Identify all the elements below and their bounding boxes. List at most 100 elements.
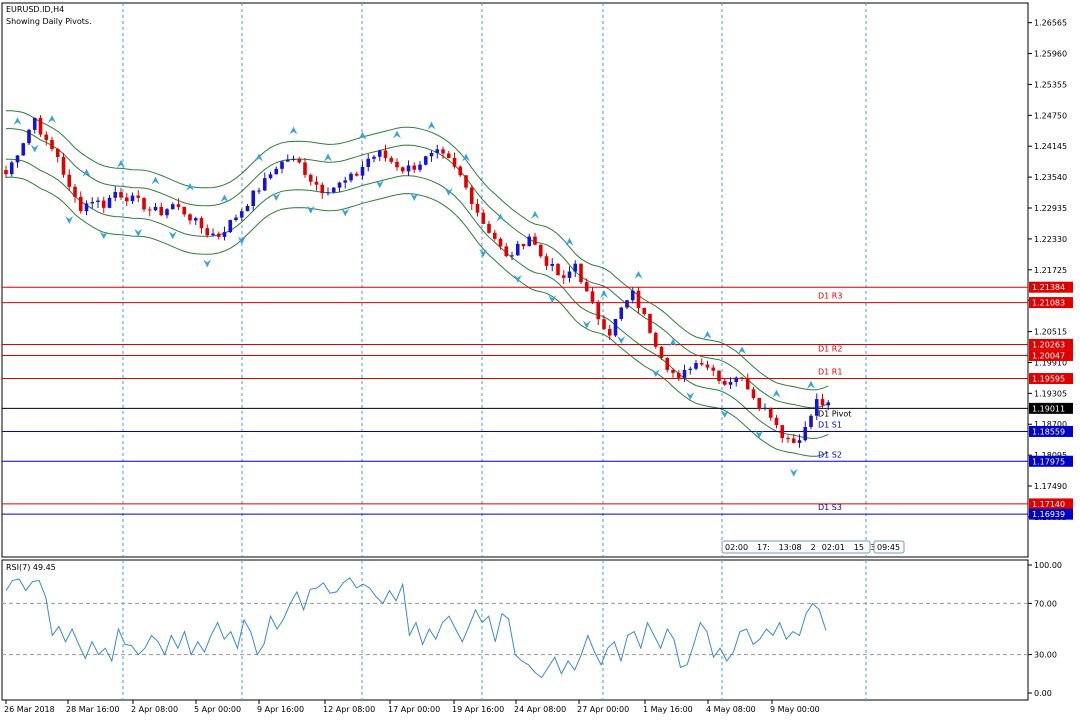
time-axis: 26 Mar 2018 28 Mar 16:00 2 Apr 08:00 5 Apr … [4, 700, 820, 714]
up-arrow-icon [82, 168, 91, 177]
candle-body [751, 389, 756, 398]
down-arrow-icon [444, 187, 453, 196]
candle-body [538, 244, 543, 257]
candle-body [705, 364, 710, 368]
candle-body [32, 117, 37, 130]
candle-body [15, 155, 20, 163]
candle-body [803, 426, 808, 441]
price-tag [1029, 338, 1073, 350]
candle-body [429, 152, 434, 157]
candle-body [291, 158, 296, 160]
candle-body [826, 402, 831, 406]
down-arrow-icon [651, 369, 660, 378]
band-line [6, 128, 829, 409]
candle-body [372, 156, 376, 159]
candle-body [343, 180, 348, 183]
pivot-name: D1 R3 [818, 292, 842, 301]
price-tag [1029, 455, 1073, 467]
price-tick-label: 1.21725 [1034, 266, 1067, 275]
price-tag-text: 1.19011 [1032, 404, 1065, 413]
candle-body [722, 381, 727, 385]
candle-body [193, 218, 198, 221]
candle-body [78, 196, 83, 212]
price-tick-label: 1.24750 [1034, 111, 1067, 120]
time-bar-right: 09:45 [877, 543, 900, 552]
candle-body [717, 370, 721, 382]
pivot-name: D1 R2 [818, 344, 842, 353]
candle-body [176, 204, 181, 207]
down-arrow-icon [789, 468, 798, 477]
candle-body [579, 263, 583, 283]
candle-body [446, 153, 451, 158]
candle-body [4, 170, 8, 175]
price-tag-text: 1.21083 [1032, 299, 1065, 308]
candle-body [216, 233, 221, 237]
price-tag [1029, 508, 1073, 520]
candle-body [763, 407, 767, 409]
band-line [5, 176, 829, 457]
price-tick-label: 1.22330 [1034, 235, 1067, 244]
price-tick-label: 1.26565 [1034, 19, 1067, 28]
candle-body [452, 157, 457, 167]
candle-body [262, 178, 267, 191]
candle-body [153, 206, 158, 211]
candle-body [234, 217, 238, 221]
candle-body [659, 346, 664, 358]
candle-body [182, 206, 187, 215]
time-bar: 02:00 17: 13:08 2 02:01 15 3 09:45 [721, 540, 905, 554]
up-arrow-icon [48, 115, 56, 124]
price-tag-text: 1.19595 [1032, 375, 1065, 384]
candle-body [159, 206, 164, 216]
time-bar-segment: 02:00 [725, 543, 748, 552]
price-tick-label: 1.25960 [1034, 50, 1067, 59]
candle-body [561, 275, 566, 278]
price-tag [1029, 281, 1073, 293]
up-arrow-icon [772, 389, 781, 398]
price-tag [1029, 373, 1073, 385]
candle-body [671, 369, 675, 373]
candle-body [527, 236, 532, 247]
candle-body [107, 197, 112, 208]
candle-body [130, 195, 135, 202]
up-arrow-icon [13, 117, 22, 126]
rsi-tick-label: 30.00 [1034, 651, 1057, 660]
pivot-level-labels: D1 R3 D1 R2 D1 R1 D1 Pivot D1 S1 D1 S2 D1 S3 [818, 292, 851, 513]
price-tag-text: 1.17140 [1032, 500, 1065, 509]
candle-body [285, 159, 290, 162]
down-arrow-icon [134, 228, 143, 237]
candle-body [544, 256, 549, 266]
candle-body [780, 425, 785, 439]
candle-body [395, 161, 399, 168]
candle-body [596, 301, 601, 320]
candle-body [487, 223, 491, 233]
price-tag-text: 1.21384 [1032, 283, 1065, 292]
candle-body [383, 150, 388, 158]
candle-body [573, 263, 578, 272]
candle-body [814, 399, 819, 416]
candle-body [676, 372, 681, 378]
down-arrow-icon [755, 430, 764, 439]
rsi-tick-label: 70.00 [1034, 599, 1057, 608]
down-arrow-icon [65, 215, 74, 224]
time-bar-box [873, 540, 905, 554]
candle-body [648, 313, 652, 333]
candle-body [630, 290, 635, 301]
up-arrow-icon [565, 237, 574, 246]
candle-body [406, 165, 411, 172]
candle-body [113, 192, 118, 198]
candle-body [757, 397, 762, 409]
down-arrow-icon [410, 193, 419, 202]
candle-body [533, 236, 537, 245]
candle-body [521, 243, 526, 247]
candle-body [728, 382, 733, 385]
candle-body [211, 233, 215, 236]
candle-body [400, 167, 405, 172]
candle-body [222, 232, 227, 237]
time-tick-label: 24 Apr 08:00 [514, 705, 566, 714]
candle-body [602, 319, 606, 330]
up-arrow-icon [427, 121, 436, 130]
time-tick-label: 19 Apr 16:00 [452, 705, 504, 714]
down-arrow-icon [686, 392, 695, 401]
up-arrow-icon [703, 330, 712, 339]
time-bar-box [721, 540, 871, 554]
